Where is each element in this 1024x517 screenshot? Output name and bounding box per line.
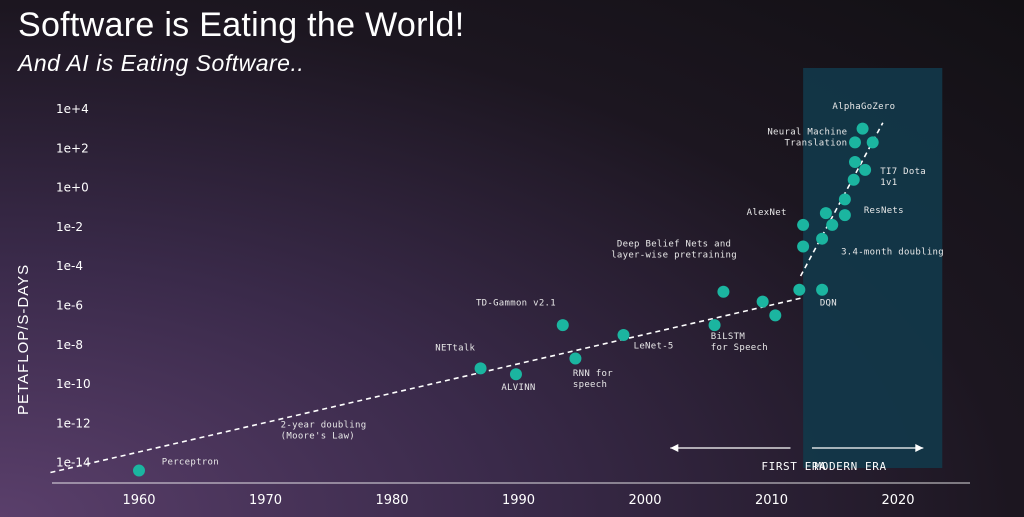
moores-law-trend-line	[50, 296, 804, 474]
data-point	[756, 295, 769, 308]
y-tick-label: 1e-14	[56, 456, 91, 470]
annotation-line: TI7 Dota	[880, 167, 926, 177]
x-tick-label: 2020	[881, 493, 914, 508]
annotation-label: ResNets	[864, 206, 904, 216]
data-point	[717, 285, 730, 298]
annotation-line: (Moore's Law)	[281, 431, 355, 441]
era-label: FIRST ERA	[761, 460, 826, 473]
annotation-line: speech	[573, 380, 607, 390]
modern-era-band	[803, 68, 943, 468]
data-point	[848, 136, 861, 149]
data-point	[708, 319, 721, 332]
annotation-line: ALVINN	[501, 383, 535, 393]
data-point	[848, 156, 861, 169]
data-point	[826, 218, 839, 231]
y-tick-label: 1e-2	[56, 220, 83, 234]
annotation-label: TD-Gammon v2.1	[476, 299, 556, 309]
annotation-line: DQN	[820, 299, 837, 309]
annotation-label: Perceptron	[162, 458, 219, 468]
y-tick-label: 1e-8	[56, 338, 83, 352]
x-tick-label: 1960	[122, 493, 155, 508]
data-point	[838, 209, 851, 222]
data-point	[819, 207, 832, 220]
annotation-label: AlexNet	[747, 208, 787, 218]
annotation-line: 1v1	[880, 178, 897, 188]
y-tick-label: 1e-10	[56, 377, 91, 391]
data-point	[797, 218, 810, 231]
annotation-line: ResNets	[864, 206, 904, 216]
annotation-label: 3.4-month doubling	[841, 247, 944, 257]
annotation-label: TI7 Dota 1v1	[880, 167, 926, 188]
data-point	[474, 362, 487, 375]
era-label: MODERN ERA	[815, 460, 887, 473]
annotation-line: RNN for	[573, 369, 613, 379]
x-tick-label: 2010	[755, 493, 788, 508]
annotation-line: Deep Belief Nets and	[617, 240, 731, 250]
y-tick-label: 1e+0	[56, 181, 89, 195]
x-tick-label: 2000	[628, 493, 661, 508]
data-point	[866, 136, 879, 149]
data-point	[856, 122, 869, 135]
annotation-line: NETtalk	[435, 344, 475, 354]
data-point	[847, 173, 860, 186]
annotation-line: layer-wise pretraining	[611, 251, 737, 261]
data-point	[133, 464, 145, 477]
y-tick-label: 1e-4	[56, 259, 83, 273]
annotation-label: BiLSTM for Speech	[711, 332, 768, 353]
data-point	[509, 368, 522, 381]
y-tick-label: 1e-12	[56, 416, 91, 430]
annotation-line: LeNet-5	[634, 342, 674, 352]
data-point	[569, 352, 582, 365]
annotation-label: LeNet-5	[634, 342, 674, 352]
y-axis-label: PETAFLOP/S-DAYS	[15, 264, 32, 415]
data-point	[816, 232, 829, 245]
data-point	[793, 283, 806, 296]
annotation-label: Deep Belief Nets and layer-wise pretraini…	[611, 240, 737, 261]
annotation-label: 2-year doubling (Moore's Law)	[281, 420, 367, 441]
data-point	[859, 163, 872, 176]
annotation-line: TD-Gammon v2.1	[476, 299, 556, 309]
annotation-line: Perceptron	[162, 458, 219, 468]
annotation-line: AlphaGoZero	[832, 102, 895, 112]
annotation-label: Neural Machine Translation	[767, 128, 847, 149]
annotation-label: DQN	[820, 299, 837, 309]
page-subtitle: And AI is Eating Software..	[18, 50, 305, 76]
data-point	[617, 328, 630, 341]
annotation-line: BiLSTM	[711, 332, 746, 342]
y-tick-label: 1e+2	[56, 141, 89, 155]
annotation-line: Neural Machine	[767, 128, 847, 138]
annotation-line: for Speech	[711, 343, 768, 353]
annotation-label: AlphaGoZero	[832, 102, 895, 112]
x-tick-label: 1970	[249, 493, 282, 508]
data-point	[556, 319, 569, 332]
annotation-line: Translation	[784, 139, 847, 149]
annotation-line: 3.4-month doubling	[841, 247, 944, 257]
y-tick-label: 1e-6	[56, 299, 83, 313]
data-point	[797, 240, 810, 253]
era-arrow-head	[915, 443, 924, 452]
era-arrow-head	[670, 443, 679, 452]
data-point	[816, 283, 829, 296]
annotation-line: 2-year doubling	[281, 420, 367, 430]
annotation-label: NETtalk	[435, 344, 475, 354]
data-point	[838, 193, 851, 206]
y-tick-label: 1e+4	[56, 102, 89, 116]
x-tick-label: 1980	[375, 493, 408, 508]
annotation-label: ALVINN	[501, 383, 535, 393]
x-tick-label: 1990	[502, 493, 535, 508]
annotation-label: RNN for speech	[573, 369, 613, 390]
modern-era-trend-line	[799, 122, 884, 277]
page-title: Software is Eating the World!	[18, 6, 465, 44]
annotation-line: AlexNet	[747, 208, 787, 218]
data-point	[769, 309, 782, 322]
